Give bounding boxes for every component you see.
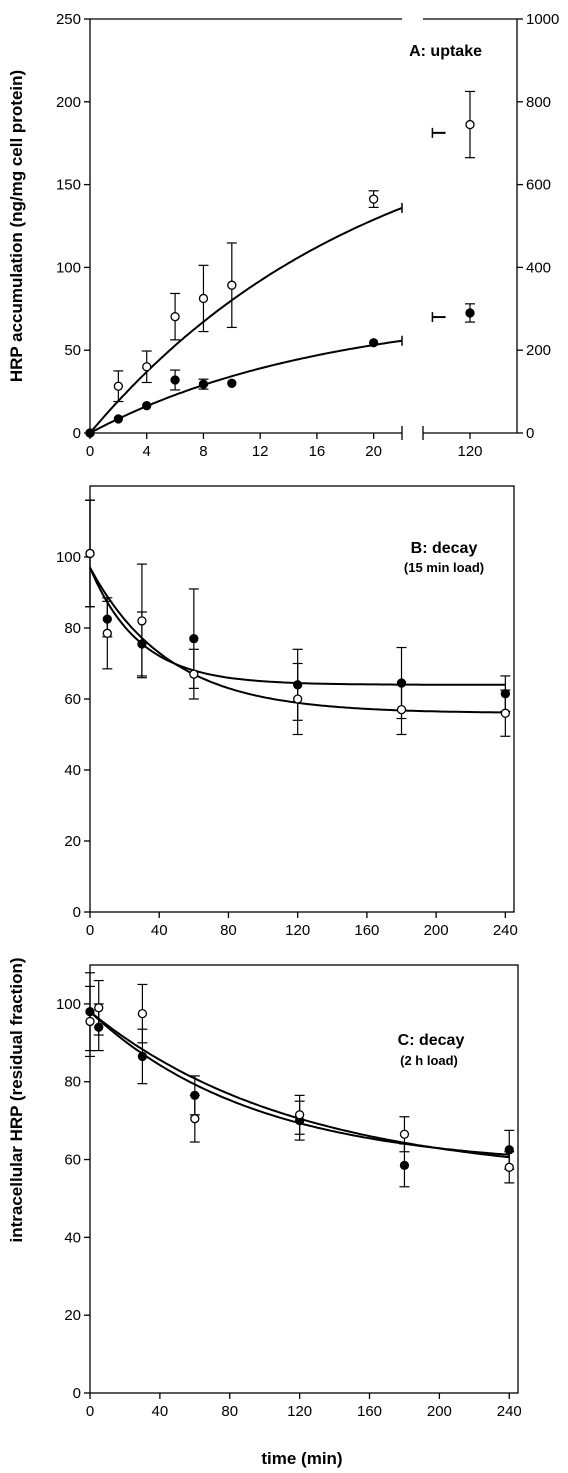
panel-a-title: A: uptake [409,43,482,60]
panel-a-y-tick-label: 250 [56,11,81,28]
panel-a-point-open [465,119,475,130]
panel-c-subtitle: (2 h load) [400,1053,458,1068]
panel-c-x-tick-label: 40 [152,1403,169,1420]
panel-c-y-tick-label: 0 [73,1385,81,1402]
panel-b-subtitle: (15 min load) [404,560,484,575]
panel-a-y2-tick-label: 400 [526,259,551,276]
panel-b-point-open [500,708,510,718]
panel-b-point-open [102,628,112,638]
panel-a-y2-tick-label: 800 [526,94,551,111]
panel-a-point-open [142,362,152,372]
panel-b-y-tick-label: 100 [56,549,81,566]
panel-a-y2-tick-label: 600 [526,177,551,194]
panel-c-y-tick-label: 60 [64,1152,81,1169]
panel-a-point-filled [142,401,152,411]
panel-a-point-filled [465,308,475,318]
panel-b-y-tick-label: 80 [64,620,81,637]
panel-a-fit-curve-open [89,206,403,434]
panel-b-point-open [137,616,147,626]
panel-b-point-filled [189,634,199,644]
panel-c-point-open [399,1129,410,1139]
panel-c-x-tick-label: 0 [86,1403,94,1420]
panel-b-y-tick-label: 60 [64,691,81,708]
panel-c-y-tick-label: 40 [64,1229,81,1246]
panel-b-point-open [85,548,95,559]
y-axis-label-shared: intracellular HRP (residual fraction) [7,958,26,1243]
panel-a-y2-tick-label: 0 [526,425,534,442]
panel-a-y-tick-label: 150 [56,177,81,194]
panel-a-x-tick-label: 4 [143,443,151,460]
panel-c-y-tick-label: 20 [64,1307,81,1324]
x-axis-label-bottom: time (min) [261,1449,342,1468]
panel-c-point-open [294,1110,305,1120]
panel-b-point-open [293,694,303,704]
panel-c-x-tick-label: 240 [497,1403,522,1420]
panel-b-x-tick-label: 200 [424,922,449,939]
panel-c-x-tick-label: 200 [427,1403,452,1420]
panel-a-y2-tick-label: 200 [526,342,551,359]
panel-c-point-open [85,1016,95,1027]
panel-a-y-tick-label: 50 [64,342,81,359]
panel-b-point-open [189,669,199,679]
panel-a-y-tick-label: 0 [73,425,81,442]
panel-c-frame [89,964,519,1394]
panel-c-point-open [504,1162,514,1172]
panel-a-x-tick-label: 20 [365,443,382,460]
panel-c-point-open [94,1003,104,1013]
panel-a-point-filled [85,428,95,438]
panel-a-x-tick-label: 0 [86,443,94,460]
panel-a-y-tick-label: 200 [56,94,81,111]
panel-a-point-filled [113,414,124,424]
panel-a-x-tick-label: 12 [252,443,269,460]
panel-b-x-tick-label: 80 [220,922,237,939]
panel-a-point-open [113,381,124,391]
panel-c-y-tick-label: 80 [64,1074,81,1091]
panel-c-x-tick-label: 160 [357,1403,382,1420]
panel-a-point-filled [368,338,379,348]
panel-c-point-filled [399,1160,410,1171]
panel-b-x-tick-label: 240 [493,922,518,939]
panel-b-y-tick-label: 20 [64,833,81,850]
panel-b-y-tick-label: 40 [64,762,81,779]
panel-a-point-open [368,194,379,204]
panel-a-fit-curve-filled [89,339,403,434]
panel-a-point-open [170,312,180,322]
panel-b-y-tick-label: 0 [73,904,81,921]
panel-b-x-tick-label: 160 [354,922,379,939]
panel-c-x-tick-label: 120 [287,1403,312,1420]
panel-a-point-filled [227,378,237,388]
panel-a-point-open [198,293,209,304]
panel-c-y-tick-label: 100 [56,996,81,1013]
panel-a-x-tick-label: 120 [457,443,482,460]
panel-a-point-open [227,280,237,290]
panel-c-point-open [190,1114,200,1124]
panel-b-x-tick-label: 40 [151,922,168,939]
panel-b-x-tick-label: 120 [285,922,310,939]
panel-a-y2-tick-label: 1000 [526,11,559,28]
panel-c-point-open [137,1008,148,1019]
panel-b-point-open [396,705,407,715]
panel-a-x-tick-label: 16 [309,443,326,460]
y-axis-label-top: HRP accumulation (ng/mg cell protein) [7,70,26,382]
panel-a-point-filled [198,379,209,389]
panel-c-x-tick-label: 80 [221,1403,238,1420]
panel-b-title: B: decay [411,540,478,557]
panel-a-point-filled [170,375,180,385]
panel-b-x-tick-label: 0 [86,922,94,939]
panel-c-title: C: decay [398,1032,465,1049]
panel-a-y-tick-label: 100 [56,259,81,276]
panel-a-x-tick-label: 8 [199,443,207,460]
